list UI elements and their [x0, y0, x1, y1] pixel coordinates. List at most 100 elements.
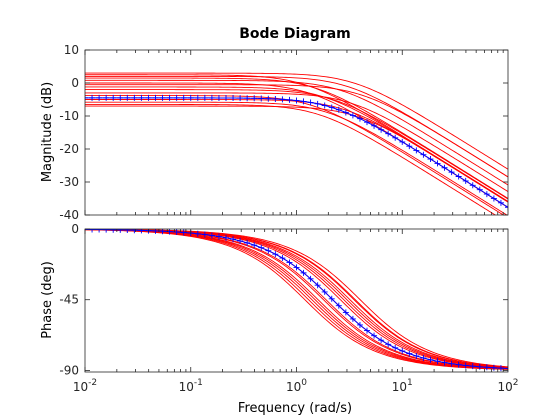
- magnitude-nominal-marker: [378, 126, 385, 133]
- phase-nominal-marker: [356, 321, 363, 328]
- phase-nominal-marker: [490, 364, 497, 371]
- phase-nominal-marker: [89, 229, 96, 233]
- magnitude-sample-line: [85, 84, 508, 178]
- magnitude-plot: 10 0 -10 -20 -30 -40: [59, 43, 509, 222]
- chart-title: Bode Diagram: [239, 26, 351, 42]
- phase-nominal-marker: [110, 229, 117, 233]
- phase-nominal-marker: [131, 229, 138, 234]
- phase-nominal-marker: [85, 229, 88, 233]
- phase-nominal-marker: [307, 275, 314, 282]
- phase-nominal-marker: [230, 236, 237, 243]
- phase-nominal-marker: [180, 229, 187, 236]
- magnitude-nominal-marker: [152, 94, 159, 101]
- magnitude-nominal-marker: [124, 94, 131, 101]
- phase-nominal-marker: [314, 282, 321, 289]
- phase-nominal-marker: [342, 309, 349, 316]
- magnitude-nominal-marker: [392, 134, 399, 141]
- magnitude-nominal-marker: [159, 94, 166, 101]
- phase-nominal-marker: [455, 361, 462, 368]
- magnitude-nominal-marker: [286, 96, 293, 103]
- magnitude-nominal-marker: [483, 191, 490, 198]
- phase-nominal-marker: [194, 230, 201, 237]
- phase-nominal-marker: [237, 237, 244, 244]
- magnitude-axis-label: Magnitude (dB): [40, 82, 55, 182]
- magnitude-sample-line: [85, 89, 508, 200]
- phase-nominal-marker: [328, 295, 335, 302]
- frequency-tick-label: 10-1: [179, 378, 203, 394]
- magnitude-nominal-marker: [138, 94, 145, 101]
- magnitude-nominal-marker: [173, 94, 180, 101]
- phase-nominal-marker: [385, 341, 392, 348]
- magnitude-nominal-marker: [237, 95, 244, 102]
- magnitude-nominal-marker: [497, 199, 504, 206]
- magnitude-nominal-marker: [469, 182, 476, 189]
- phase-nominal-marker: [399, 347, 406, 354]
- magnitude-nominal-marker: [166, 94, 173, 101]
- phase-nominal-marker: [286, 259, 293, 266]
- magnitude-nominal-marker: [455, 173, 462, 180]
- magnitude-nominal-marker: [215, 94, 222, 101]
- phase-nominal-marker: [378, 337, 385, 344]
- phase-nominal-marker: [434, 358, 441, 365]
- magnitude-nominal-marker: [335, 106, 342, 113]
- magnitude-sample-line: [85, 105, 508, 202]
- magnitude-tick-label: -30: [59, 175, 79, 189]
- phase-nominal-marker: [152, 229, 159, 234]
- magnitude-nominal-marker: [279, 96, 286, 103]
- magnitude-nominal-marker: [434, 160, 441, 167]
- magnitude-nominal-marker: [258, 95, 265, 102]
- magnitude-nominal-marker: [321, 102, 328, 109]
- phase-nominal-marker: [244, 239, 251, 246]
- magnitude-nominal-marker: [244, 95, 251, 102]
- phase-nominal-marker: [483, 364, 490, 371]
- magnitude-nominal-marker: [293, 97, 300, 104]
- magnitude-tick-label: -40: [59, 208, 79, 222]
- magnitude-nominal-marker: [476, 186, 483, 193]
- phase-nominal-marker: [124, 229, 131, 234]
- phase-nominal-marker: [469, 363, 476, 370]
- magnitude-tick-label: -20: [59, 142, 79, 156]
- magnitude-nominal-marker: [201, 94, 208, 101]
- magnitude-nominal-marker: [505, 204, 508, 211]
- magnitude-nominal-marker: [314, 100, 321, 107]
- frequency-tick-label: 10-2: [73, 378, 97, 394]
- phase-nominal-marker: [505, 365, 508, 372]
- phase-nominal-marker: [349, 315, 356, 322]
- magnitude-nominal-marker: [194, 94, 201, 101]
- frequency-tick-label: 102: [497, 378, 518, 394]
- magnitude-nominal-marker: [272, 95, 279, 102]
- magnitude-nominal-marker: [230, 95, 237, 102]
- magnitude-sample-line: [85, 72, 508, 170]
- phase-nominal-marker: [96, 229, 103, 233]
- magnitude-nominal-marker: [364, 119, 370, 126]
- phase-nominal-marker: [173, 229, 180, 236]
- phase-tick-label: -90: [59, 363, 79, 377]
- frequency-axis-label: Frequency (rad/s): [238, 401, 352, 416]
- magnitude-nominal-marker: [441, 164, 448, 171]
- magnitude-nominal-marker: [328, 104, 335, 111]
- phase-nominal-marker: [272, 251, 279, 258]
- magnitude-nominal-marker: [300, 98, 307, 105]
- phase-nominal-marker: [364, 327, 370, 334]
- phase-nominal-marker: [335, 302, 342, 309]
- phase-nominal-marker: [279, 255, 286, 262]
- magnitude-nominal-marker: [462, 177, 469, 184]
- phase-nominal-marker: [208, 232, 215, 239]
- magnitude-tick-label: -10: [59, 109, 79, 123]
- magnitude-sample-line: [85, 77, 508, 199]
- phase-nominal-marker: [406, 350, 413, 357]
- magnitude-nominal-marker: [265, 95, 272, 102]
- phase-nominal-marker: [462, 362, 469, 369]
- magnitude-nominal-marker: [349, 112, 356, 119]
- magnitude-nominal-marker: [110, 94, 117, 101]
- magnitude-nominal-marker: [251, 95, 258, 102]
- magnitude-nominal-marker: [223, 94, 229, 101]
- magnitude-nominal-marker: [187, 94, 194, 101]
- phase-nominal-marker: [371, 332, 378, 339]
- magnitude-nominal-marker: [307, 99, 314, 106]
- magnitude-sample-line: [85, 104, 497, 215]
- magnitude-sample-line: [85, 92, 508, 192]
- phase-nominal-marker: [293, 264, 300, 271]
- magnitude-nominal-marker: [427, 156, 434, 163]
- magnitude-nominal-marker: [420, 151, 427, 158]
